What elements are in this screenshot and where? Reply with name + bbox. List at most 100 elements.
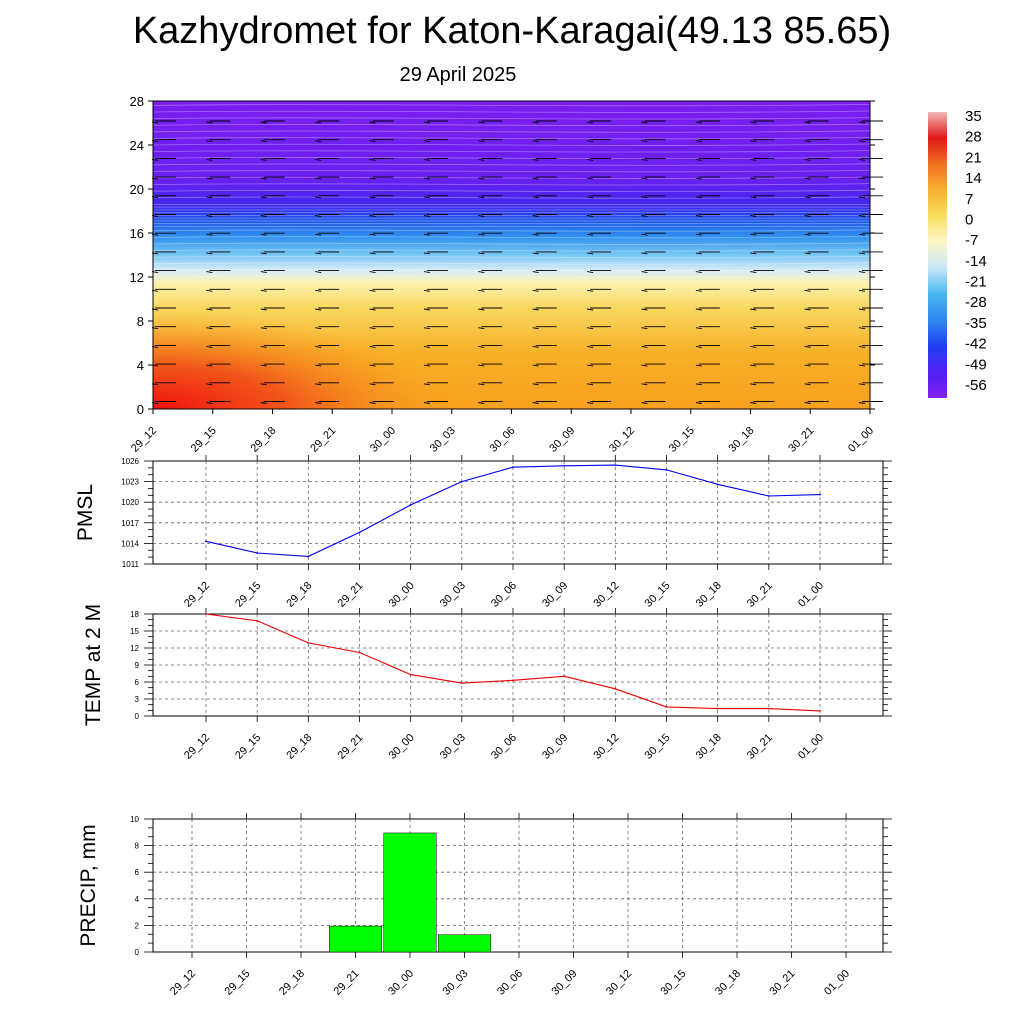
wind-barb [260,345,267,348]
x-tick-label: 30_12 [591,732,621,762]
wind-barb [858,327,866,330]
contour-lines [152,104,871,278]
wind-barb [804,233,811,236]
wind-barb [804,140,811,143]
contour [152,236,871,239]
wind-barb [423,364,430,367]
wind-barb [206,383,213,386]
wind-barb [587,289,594,292]
colorbar-label: -7 [965,232,978,249]
wind-barb [641,196,648,199]
wind-barb [641,215,648,217]
wind-barb [315,252,322,255]
wind-barb [423,233,430,236]
wind-barb [804,327,811,330]
x-tick-label: 30_03 [438,580,468,610]
wind-barb [804,121,811,124]
pmsl-point [512,466,514,469]
wind-barb [587,271,594,274]
wind-barb [804,345,811,348]
temp-point [716,707,719,710]
wind-barb [369,345,376,348]
x-tick-label: 30_15 [667,425,697,455]
pmsl-frame [152,460,884,565]
wind-barb [641,402,648,404]
wind-barb [478,215,485,217]
temp-point [205,613,207,615]
x-tick-label: 30_15 [643,732,673,762]
x-tick-label: 01_00 [796,580,826,610]
contour [152,249,871,252]
wind-barb [206,177,213,180]
wind-barb [369,271,376,274]
pmsl-grid [153,461,883,564]
wind-barb [858,402,866,404]
pmsl-point [307,555,310,558]
wind-barb [369,402,376,404]
wind-barb [750,289,757,292]
wind-barb [423,140,430,143]
wind-barb [260,177,267,180]
pmsl-y-axis-label: PMSL [74,484,97,541]
temp-point [256,619,259,622]
wind-barb [532,158,539,161]
contour [152,130,871,133]
colorbar-label: -49 [965,356,987,373]
x-tick-label: 30_06 [495,968,525,998]
contour [152,104,871,107]
x-tick-label: 29_21 [336,580,366,610]
wind-barb [858,364,866,367]
temp-point [819,710,821,712]
pmsl-point [205,540,207,543]
contour [152,137,871,140]
x-tick-label: 30_06 [488,425,518,455]
x-tick-label: 30_12 [604,968,634,998]
wind-barb [858,271,866,274]
wind-barb [369,289,376,292]
wind-barb [532,140,539,143]
wind-barb [369,215,376,217]
wind-barb [260,158,267,161]
x-tick-label: 30_18 [694,732,724,762]
wind-barb [478,158,485,161]
wind-barb [206,308,213,311]
wind-barb [641,158,648,161]
wind-barb [423,158,430,161]
contour [152,242,871,245]
colorbar-label: -14 [965,253,987,270]
wind-barb [315,402,322,404]
x-tick-label: 30_12 [591,580,621,610]
wind-barb [260,271,267,274]
y-tick-label: 8 [135,842,140,851]
wind-barb [641,252,648,255]
wind-barb [858,215,866,217]
temp-point [665,706,668,708]
precip-panel: 0 2 4 6 8 10 29_12 29_15 29_18 29_21 30_00 30_03 30_… [77,813,892,998]
wind-barb [478,383,485,386]
wind-barb [260,402,267,404]
colorbar-scale [928,112,947,398]
wind-barb [423,252,430,255]
wind-barb [206,121,213,124]
x-tick-label: 29_18 [284,580,314,610]
wind-barb [206,158,213,161]
contour [152,196,871,199]
x-tick-label: 30_15 [643,580,673,610]
wind-barb [750,364,757,367]
wind-barb [695,383,702,386]
pmsl-point [767,495,770,497]
page-title: Kazhydromet for Katon-Karagai(49.13 85.6… [132,10,892,52]
temp-point [409,673,412,676]
wind-barb [315,345,322,348]
wind-barb [750,158,757,161]
wind-barb [260,252,267,255]
x-tick-label: 29_12 [168,968,198,998]
x-tick-label: 30_00 [386,968,416,998]
contour [152,163,871,166]
wind-barb [804,383,811,386]
wind-barb [478,327,485,330]
contour [152,150,871,153]
wind-barb [315,177,322,180]
wind-barb [587,140,594,143]
wind-barb [804,271,811,274]
